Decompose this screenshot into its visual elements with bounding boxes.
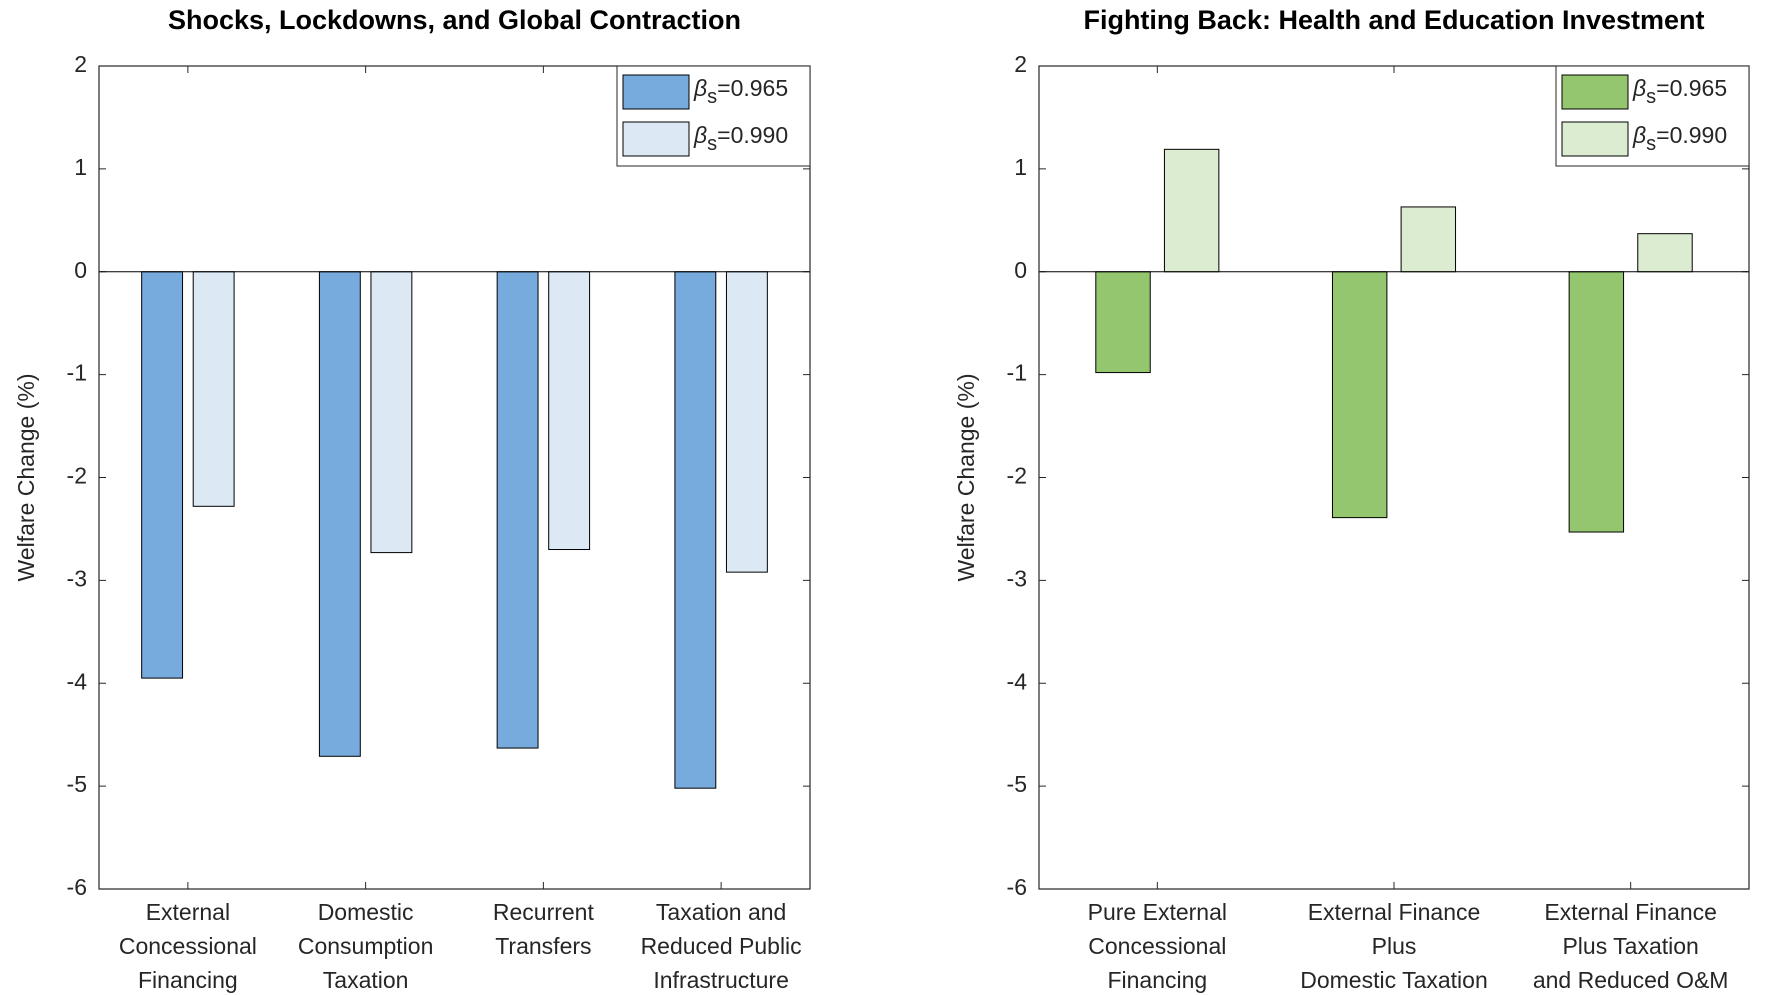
x-tick-label: Financing [1107,967,1207,993]
y-axis-label: Welfare Change (%) [953,374,979,582]
bar [1163,148,1220,273]
bar [1331,271,1388,519]
bar [141,271,184,679]
legend-swatch [1561,74,1629,110]
bar [725,271,768,573]
y-tick-label: -1 [67,360,87,386]
y-axis-label: Welfare Change (%) [13,374,39,582]
x-tick-label: Taxation [323,967,409,993]
legend-label: βs=0.965 [1632,75,1727,108]
chart-title: Fighting Back: Health and Education Inve… [1083,5,1704,35]
y-tick-label: 0 [74,257,87,283]
legend-swatch [622,121,690,157]
y-tick-label: 2 [74,51,87,77]
x-tick-label: External [146,899,230,925]
bar [496,271,539,749]
x-tick-label: External Finance [1308,899,1481,925]
y-tick-label: -5 [1007,771,1027,797]
y-tick-label: 2 [1014,51,1027,77]
panel: Shocks, Lockdowns, and Global Contractio… [13,5,811,993]
x-tick-label: Pure External [1088,899,1227,925]
x-tick-label: Concessional [1088,933,1226,959]
y-tick-label: 1 [74,154,87,180]
y-tick-label: -4 [67,668,88,694]
x-tick-label: External Finance [1544,899,1717,925]
x-tick-label: Infrastructure [653,967,789,993]
x-tick-label: Plus [1372,933,1417,959]
y-tick-label: -3 [1007,565,1027,591]
x-tick-label: Domestic Taxation [1300,967,1488,993]
axes-box [98,65,811,890]
legend-swatch [1561,121,1629,157]
bar [318,271,361,757]
y-tick-label: -3 [67,565,87,591]
x-tick-label: Financing [138,967,238,993]
legend-label: βs=0.990 [1632,122,1727,155]
y-tick-label: -5 [67,771,87,797]
bar [548,271,591,551]
plot-area [1039,66,1749,889]
x-tick-label: Domestic [318,899,414,925]
x-tick-label: and Reduced O&M [1533,967,1729,993]
x-tick-label: Concessional [119,933,257,959]
x-tick-label: Reduced Public [641,933,802,959]
bar [1400,206,1457,273]
y-tick-label: -6 [67,874,87,900]
bar [1095,271,1151,374]
x-tick-label: Plus Taxation [1562,933,1698,959]
x-tick-label: Recurrent [493,899,595,925]
axes-box [1038,65,1750,890]
y-tick-label: 0 [1014,257,1027,283]
panel: Fighting Back: Health and Education Inve… [953,5,1750,993]
y-tick-label: -4 [1007,668,1028,694]
x-tick-label: Consumption [298,933,434,959]
y-tick-label: 1 [1014,154,1027,180]
y-tick-label: -6 [1007,874,1027,900]
y-tick-label: -2 [1007,463,1027,489]
bar [674,271,717,789]
bar [1568,271,1625,533]
legend-swatch [622,74,690,110]
bar [370,271,413,554]
x-tick-label: Taxation and [656,899,786,925]
x-tick-label: Transfers [495,933,591,959]
legend-label: βs=0.990 [693,122,788,155]
y-tick-label: -1 [1007,360,1027,386]
bar [1637,233,1693,273]
chart-title: Shocks, Lockdowns, and Global Contractio… [168,5,741,35]
bar [192,271,235,507]
legend-label: βs=0.965 [693,75,788,108]
y-tick-label: -2 [67,463,87,489]
